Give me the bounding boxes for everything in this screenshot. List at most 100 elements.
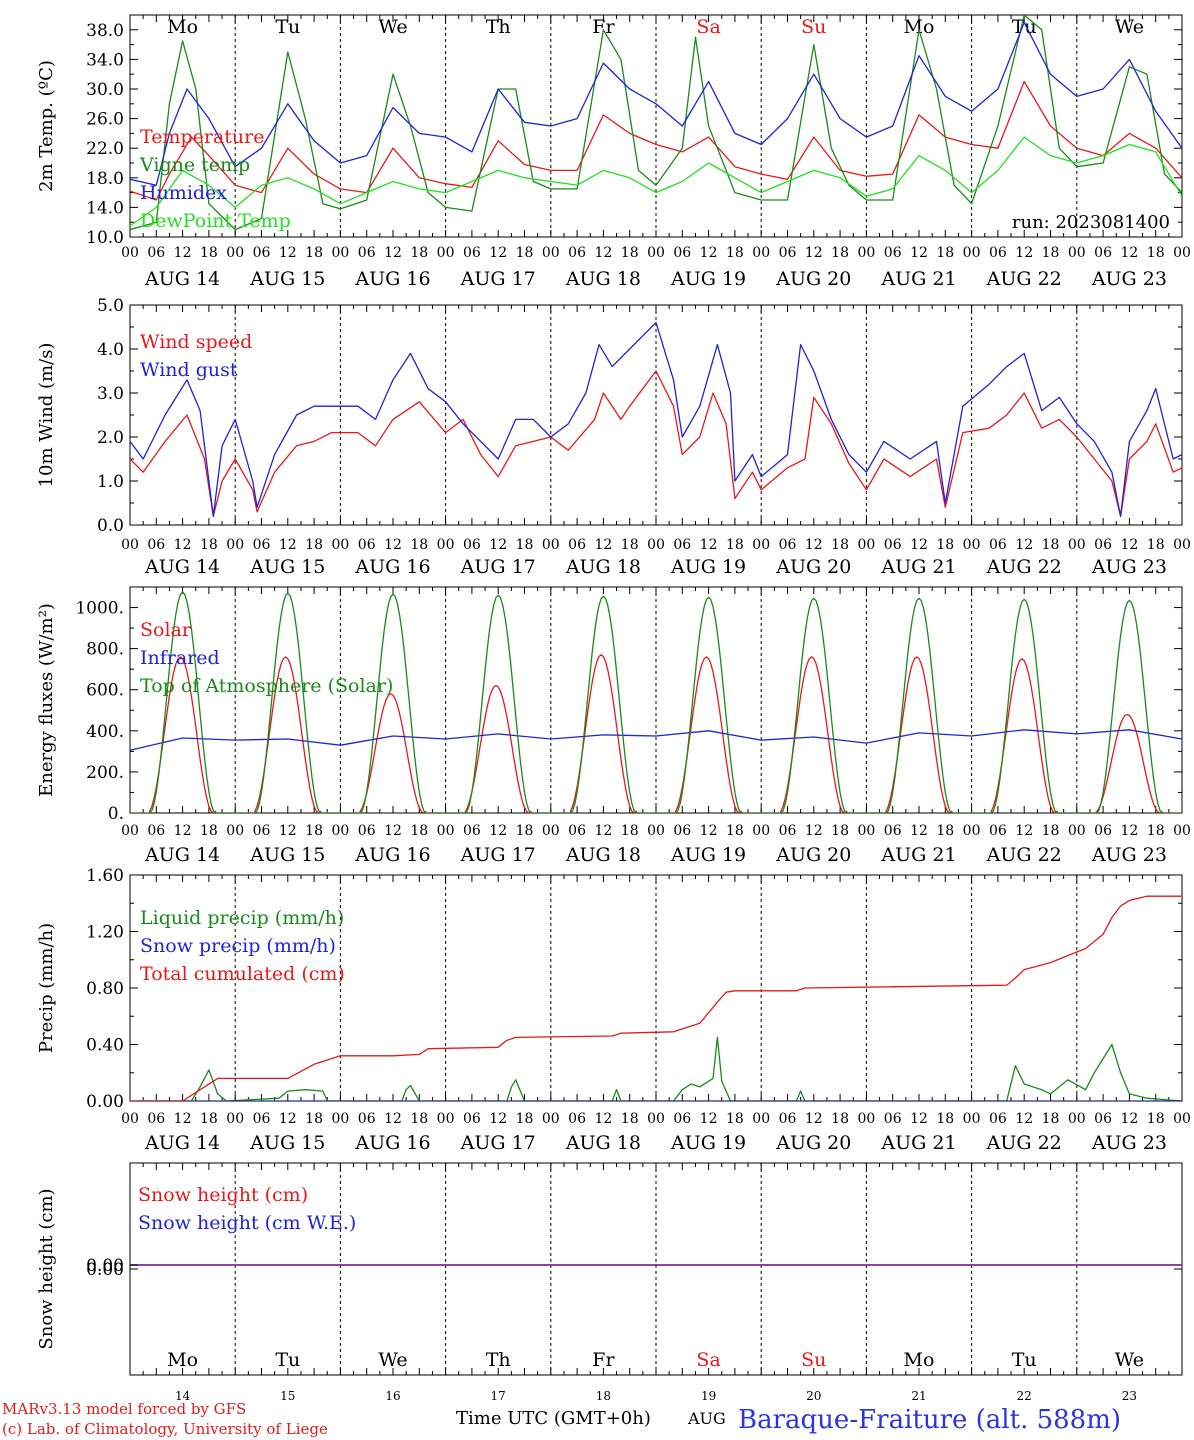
wind-hour-label: 18	[516, 537, 534, 553]
wind-date-label: AUG 20	[775, 556, 851, 578]
temperature-date-label: AUG 19	[670, 268, 746, 290]
energy-y-tick-label: 1000.	[75, 599, 124, 619]
temperature-series-group	[130, 15, 1182, 231]
precip-date-label: AUG 17	[460, 1132, 536, 1154]
wind-hour-label: 06	[568, 537, 586, 553]
snow-weekday-label: Sa	[696, 1349, 720, 1371]
temperature-legend-vigne-temp: Vigne temp	[139, 154, 250, 176]
wind-hour-label: 00	[226, 537, 244, 553]
energy-hour-label: 18	[726, 823, 744, 839]
precip-date-label: AUG 21	[880, 1132, 956, 1154]
energy-date-label: AUG 21	[880, 844, 956, 866]
temperature-hour-label: 06	[673, 245, 691, 261]
wind-hour-label: 12	[1015, 537, 1033, 553]
wind-hour-label: 18	[726, 537, 744, 553]
energy-hour-label: 00	[752, 823, 770, 839]
energy-hour-label: 12	[1120, 823, 1138, 839]
snow-weekday-label: Fr	[592, 1349, 615, 1371]
snow-day-number: 20	[806, 1389, 821, 1403]
precip-hour-label: 18	[200, 1111, 218, 1127]
temperature-legend-temperature: Temperature	[140, 126, 264, 148]
snow-day-number: 23	[1122, 1389, 1137, 1403]
snow-day-number: 21	[911, 1389, 926, 1403]
snow-weekday-label: Mo	[167, 1349, 198, 1371]
wind-hour-label: 06	[989, 537, 1007, 553]
temperature-series-vigne-temp	[130, 15, 1182, 231]
wind-hour-label: 18	[1147, 537, 1165, 553]
temperature-date-label: AUG 22	[986, 268, 1062, 290]
precip-hour-label: 00	[1068, 1111, 1086, 1127]
precip-legend-total-cumulated-cm-: Total cumulated (cm)	[140, 963, 345, 985]
energy-date-label: AUG 20	[775, 844, 851, 866]
precip-hour-label: 18	[305, 1111, 323, 1127]
energy-hour-label: 18	[1147, 823, 1165, 839]
wind-y-axis-label: 10m Wind (m/s)	[36, 343, 57, 488]
energy-hour-label: 00	[963, 823, 981, 839]
precip-date-label: AUG 19	[670, 1132, 746, 1154]
precip-hour-label: 06	[358, 1111, 376, 1127]
temperature-hour-label: 06	[358, 245, 376, 261]
energy-hour-label: 18	[516, 823, 534, 839]
precip-date-label: AUG 16	[354, 1132, 430, 1154]
energy-series-top-of-atmosphere-solar-	[130, 591, 1182, 813]
temperature-y-tick-label: 38.0	[86, 21, 124, 41]
wind-hour-label: 00	[1173, 537, 1191, 553]
wind-hour-label: 18	[305, 537, 323, 553]
precip-hour-label: 12	[594, 1111, 612, 1127]
temperature-hour-label: 18	[200, 245, 218, 261]
temperature-hour-label: 06	[989, 245, 1007, 261]
energy-hour-label: 00	[226, 823, 244, 839]
energy-hour-label: 18	[200, 823, 218, 839]
wind-y-tick-label: 3.0	[97, 384, 124, 404]
energy-hour-label: 00	[437, 823, 455, 839]
footer-site-label: Baraque-Fraiture (alt. 588m)	[738, 1405, 1121, 1435]
energy-hour-label: 06	[358, 823, 376, 839]
temperature-hour-label: 06	[779, 245, 797, 261]
temperature-hour-label: 18	[516, 245, 534, 261]
precip-legend-snow-precip-mm-h-: Snow precip (mm/h)	[140, 935, 336, 957]
temperature-hour-label: 12	[805, 245, 823, 261]
wind-hour-label: 12	[174, 537, 192, 553]
energy-y-tick-label: 800.	[86, 640, 124, 660]
precip-hour-label: 06	[884, 1111, 902, 1127]
temperature-weekday-label: Sa	[696, 16, 720, 38]
temperature-hour-label: 12	[384, 245, 402, 261]
temperature-series-temperature	[130, 80, 1182, 201]
energy-hour-label: 00	[1068, 823, 1086, 839]
precip-series-total-cumulated-cm-	[130, 895, 1182, 1101]
wind-series-wind-gust	[130, 321, 1182, 517]
snow-weekday-label: Mo	[904, 1349, 935, 1371]
temperature-hour-label: 06	[463, 245, 481, 261]
wind-hour-label: 00	[121, 537, 139, 553]
snow-weekday-label: We	[1115, 1349, 1144, 1371]
precip-date-label: AUG 14	[144, 1132, 220, 1154]
precip-hour-label: 00	[121, 1111, 139, 1127]
wind-date-label: AUG 16	[354, 556, 430, 578]
energy-hour-label: 12	[279, 823, 297, 839]
temperature-hour-label: 00	[752, 245, 770, 261]
energy-hour-label: 18	[936, 823, 954, 839]
precip-hour-label: 12	[489, 1111, 507, 1127]
wind-hour-label: 06	[463, 537, 481, 553]
temperature-hour-label: 12	[1015, 245, 1033, 261]
temperature-hour-label: 00	[647, 245, 665, 261]
energy-hour-label: 06	[463, 823, 481, 839]
precip-hour-label: 12	[1120, 1111, 1138, 1127]
wind-legend-wind-speed: Wind speed	[140, 331, 252, 353]
wind-hour-label: 00	[331, 537, 349, 553]
precip-hour-label: 00	[963, 1111, 981, 1127]
precip-hour-label: 18	[1042, 1111, 1060, 1127]
wind-hour-label: 12	[489, 537, 507, 553]
snow-legend-snow-height-cm-: Snow height (cm)	[138, 1184, 308, 1206]
wind-hour-label: 18	[200, 537, 218, 553]
wind-hour-label: 00	[542, 537, 560, 553]
precip-hour-label: 12	[174, 1111, 192, 1127]
temperature-weekday-label: Tu	[1012, 16, 1037, 38]
precip-hour-label: 06	[253, 1111, 271, 1127]
energy-y-tick-label: 600.	[86, 681, 124, 701]
wind-hour-label: 00	[647, 537, 665, 553]
energy-hour-label: 12	[910, 823, 928, 839]
energy-hour-label: 12	[594, 823, 612, 839]
wind-hour-label: 06	[358, 537, 376, 553]
snow-y-tick-label: 0.00	[86, 1260, 124, 1280]
